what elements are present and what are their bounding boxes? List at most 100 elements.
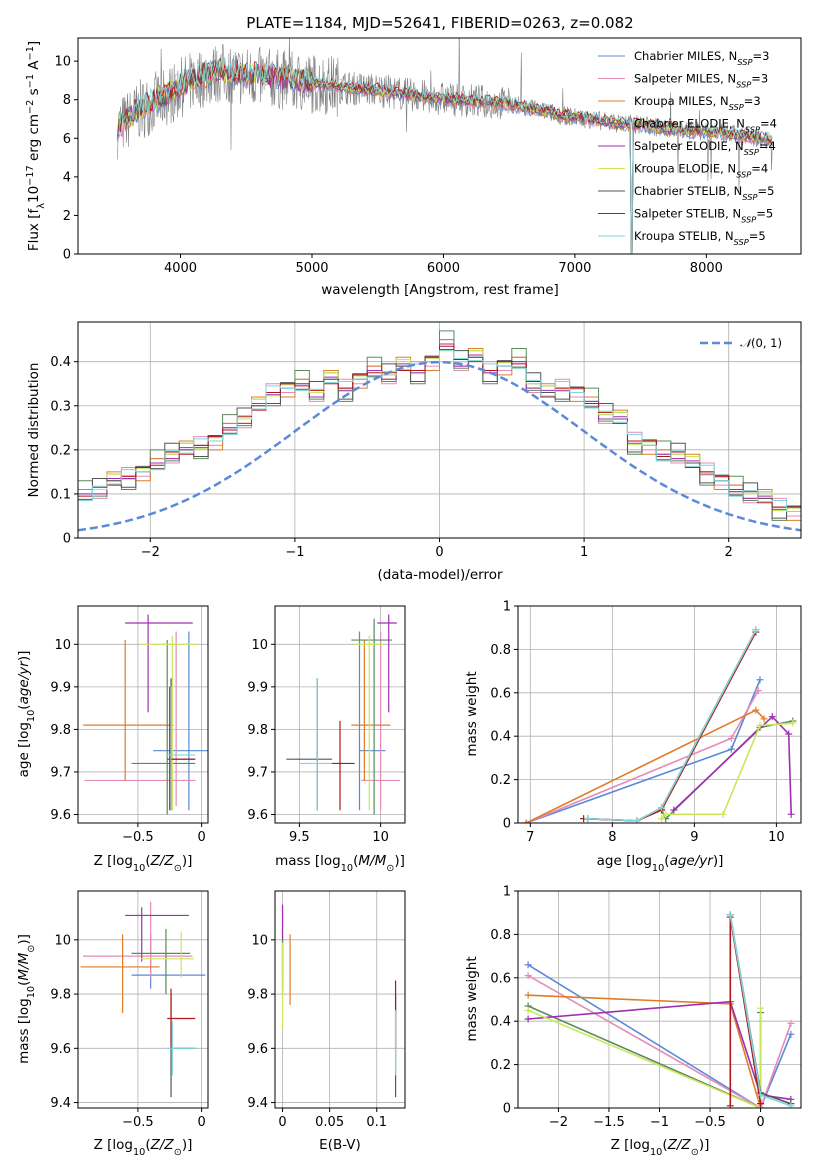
x-axis-label: E(B-V) xyxy=(319,1137,361,1153)
y-tick-label: 9.6 xyxy=(50,808,71,823)
y-tick-label: 6 xyxy=(63,132,71,147)
legend-label: Chabrier STELIB, NSSP=5 xyxy=(634,184,774,202)
axes-frame xyxy=(77,605,209,824)
x-tick-label: 0 xyxy=(756,1115,764,1130)
histogram-salpeter-elodie xyxy=(78,343,801,517)
weight-marker xyxy=(787,1102,795,1108)
histogram-salpeter-stelib xyxy=(78,345,801,519)
plot-area xyxy=(80,901,206,1098)
y-tick-label: 0.4 xyxy=(50,355,71,370)
weight-marker xyxy=(670,806,678,814)
x-tick-label: 0 xyxy=(278,1115,286,1130)
y-tick-label: 0.3 xyxy=(50,399,71,414)
legend-label: 𝒩(0, 1) xyxy=(740,336,782,350)
weight-marker xyxy=(756,721,764,729)
x-tick-label: −2 xyxy=(549,1115,568,1130)
histogram-kroupa-elodie xyxy=(78,350,801,524)
y-tick-label: 10 xyxy=(251,933,268,948)
x-tick-label: 10 xyxy=(372,830,389,845)
weight-marker xyxy=(787,1030,795,1038)
x-axis-label: Z [log10(Z/Z⊙)] xyxy=(611,1137,710,1158)
weight-marker xyxy=(524,972,532,980)
y-tick-label: 0.4 xyxy=(490,1015,511,1030)
x-tick-label: −0.5 xyxy=(694,1115,726,1130)
plot-area xyxy=(116,38,773,254)
plot-area xyxy=(522,626,797,823)
x-tick-label: −1.5 xyxy=(593,1115,625,1130)
x-axis-label: age [log10(age/yr)] xyxy=(597,853,724,874)
y-tick-label: 1 xyxy=(503,885,511,900)
weight-marker xyxy=(662,810,670,818)
axes-frame xyxy=(274,890,406,1109)
y-tick-label: 2 xyxy=(63,209,71,224)
x-axis-label: mass [log10(M/M⊙)] xyxy=(275,853,405,874)
model-spectrum-kroupa-stelib xyxy=(116,56,773,254)
weight-line-salpeter-miles xyxy=(527,974,792,1108)
weight-marker xyxy=(633,817,641,823)
weight-marker xyxy=(524,1006,532,1014)
weight-line-salpeter-miles xyxy=(525,690,759,823)
x-tick-label: 0.05 xyxy=(315,1115,344,1130)
y-tick-label: 9.7 xyxy=(247,765,268,780)
axes-frame xyxy=(517,605,802,824)
axes-frame xyxy=(77,37,802,255)
weight-line-kroupa-stelib xyxy=(587,629,757,822)
plot-area xyxy=(524,911,795,1108)
x-tick-label: 4000 xyxy=(164,261,197,276)
weight-line-chabrier-miles xyxy=(525,679,761,823)
y-tick-label: 0 xyxy=(63,532,71,547)
residual-panel: −2 −1 0 1 2 0 0.1 0.2 0.3 0.4 𝒩(0, 1) (data-model)/… xyxy=(26,321,802,583)
x-tick-label: 9.5 xyxy=(289,830,310,845)
weight-line-kroupa-miles xyxy=(525,709,765,823)
x-axis-label: (data-model)/error xyxy=(377,567,503,583)
weight-marker xyxy=(752,626,760,634)
y-tick-label: 1 xyxy=(503,600,511,615)
y-axis-label: age [log10(age/yr)] xyxy=(16,651,37,778)
x-tick-label: 8 xyxy=(608,830,616,845)
weight-metallicity-panel: −2 −1.5 −1 −0.5 0 0 0.2 0.4 0.6 0.8 1 Z [log10(Z/Z⊙… xyxy=(464,885,802,1158)
weight-marker xyxy=(756,676,764,684)
weight-line-kroupa-elodie xyxy=(527,1008,762,1108)
x-tick-label: 0 xyxy=(197,1115,205,1130)
x-tick-label: −2 xyxy=(141,545,160,560)
axes-frame xyxy=(274,605,406,824)
y-tick-label: 10 xyxy=(54,55,71,70)
y-tick-label: 9.6 xyxy=(247,1042,268,1057)
x-tick-label: 5000 xyxy=(295,261,328,276)
y-tick-label: 8 xyxy=(63,93,71,108)
y-tick-label: 9.8 xyxy=(50,723,71,738)
legend-label: Salpeter ELODIE, NSSP=4 xyxy=(634,139,776,157)
x-tick-label: 0.1 xyxy=(366,1115,387,1130)
y-tick-label: 9.7 xyxy=(50,765,71,780)
y-tick-label: 9.4 xyxy=(247,1096,268,1111)
y-tick-label: 0 xyxy=(503,1102,511,1117)
legend-label: Kroupa MILES, NSSP=3 xyxy=(634,94,761,112)
x-tick-label: 6000 xyxy=(427,261,460,276)
axes-frame xyxy=(77,890,209,1109)
histogram-chabrier-stelib xyxy=(78,349,801,522)
x-tick-label: 2 xyxy=(725,545,733,560)
y-tick-label: 0.2 xyxy=(50,443,71,458)
weight-marker xyxy=(584,815,592,823)
legend-label: Kroupa ELODIE, NSSP=4 xyxy=(634,162,768,180)
y-tick-label: 10 xyxy=(251,638,268,653)
y-tick-label: 9.8 xyxy=(247,988,268,1003)
y-tick-label: 9.9 xyxy=(50,680,71,695)
y-tick-label: 0.4 xyxy=(490,730,511,745)
weight-marker xyxy=(752,706,760,714)
y-tick-label: 9.6 xyxy=(247,808,268,823)
y-tick-label: 0.8 xyxy=(490,928,511,943)
weight-marker xyxy=(524,991,532,999)
normal-curve xyxy=(78,360,801,532)
mass-metallicity-panel: −0.5 0 9.4 9.6 9.8 10 Z [log10(Z/Z⊙)] mass [log… xyxy=(16,890,209,1158)
weight-marker xyxy=(789,719,797,727)
weight-marker xyxy=(719,810,727,818)
x-tick-label: 0 xyxy=(435,545,443,560)
plot-area xyxy=(286,614,401,815)
y-tick-label: 10 xyxy=(54,638,71,653)
x-tick-label: 7 xyxy=(526,830,534,845)
y-tick-label: 0.1 xyxy=(50,487,71,502)
x-tick-label: −0.5 xyxy=(122,830,154,845)
weight-marker xyxy=(787,810,795,818)
